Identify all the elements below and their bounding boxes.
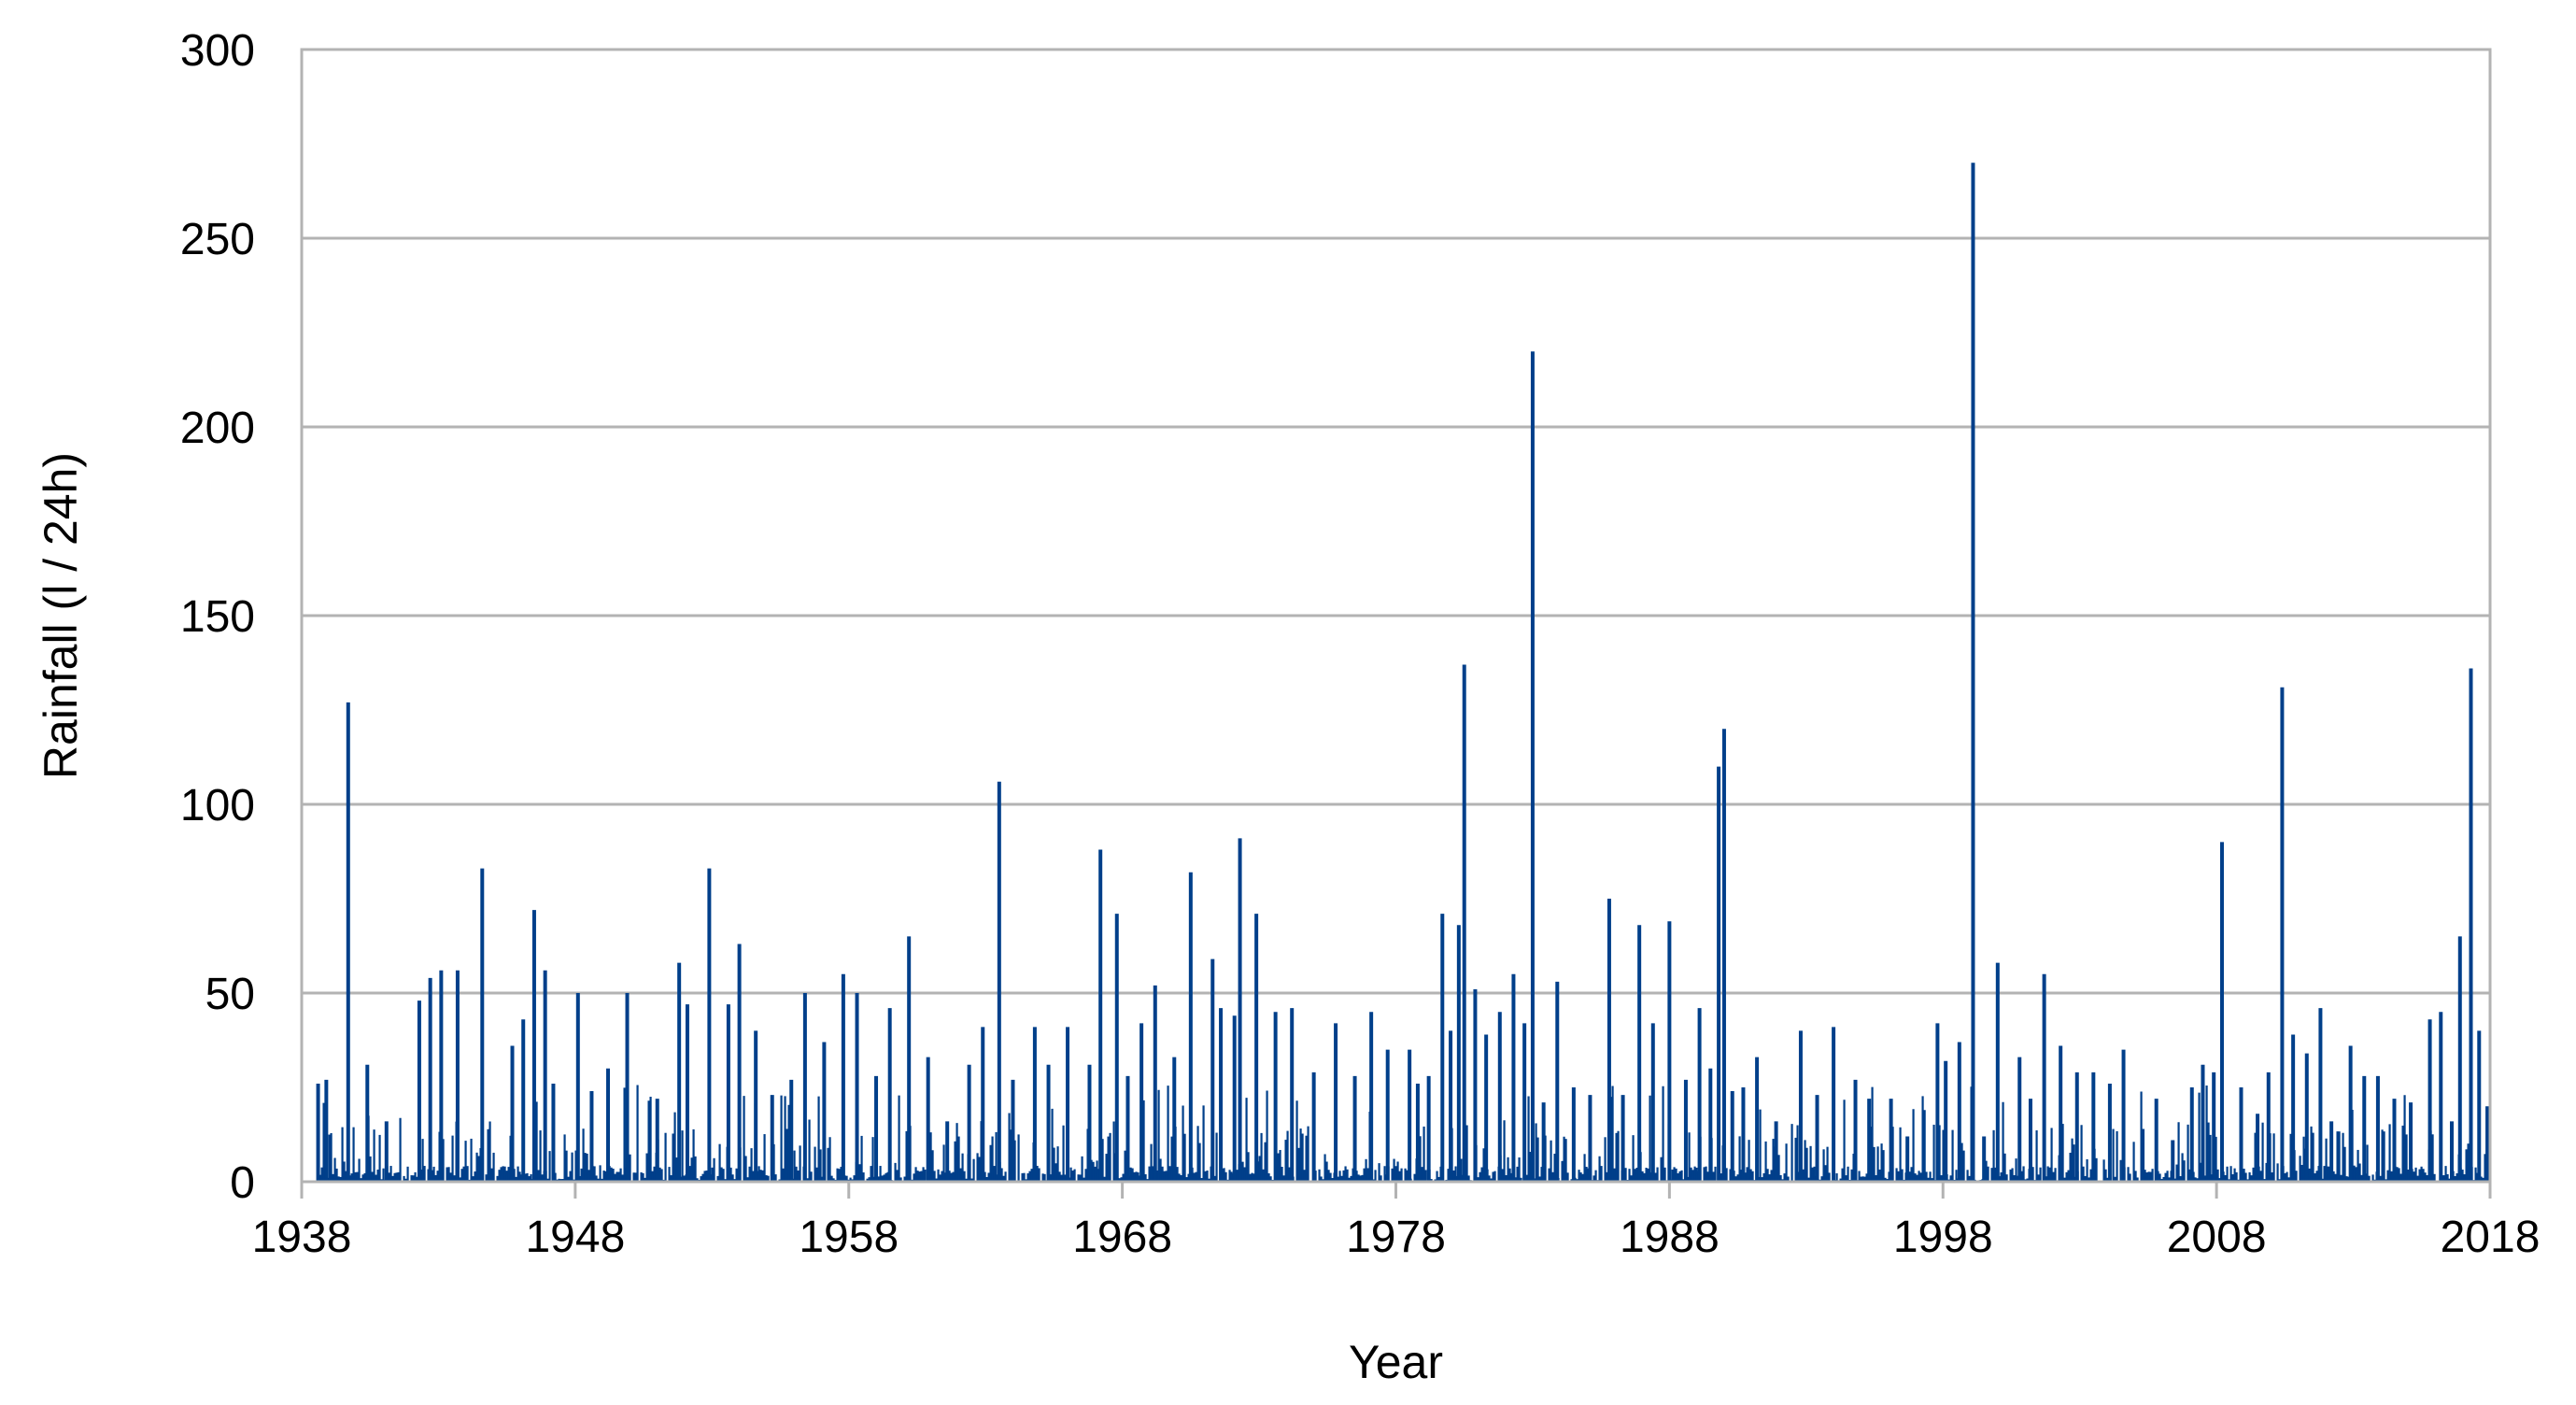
x-tick-label: 2008: [2167, 1213, 2267, 1262]
y-tick-label: 300: [180, 26, 255, 76]
x-tick-label: 2018: [2441, 1213, 2541, 1262]
x-tick-label: 1998: [1893, 1213, 1993, 1262]
y-tick-label: 100: [180, 781, 255, 830]
x-tick-label: 1948: [525, 1213, 625, 1262]
x-tick-label: 1988: [1620, 1213, 1720, 1262]
y-axis-ticks: 0 50 100 150 200 250 300: [180, 26, 255, 1208]
y-tick-label: 200: [180, 404, 255, 453]
gridlines: [302, 48, 2490, 1184]
x-axis-label: Year: [1349, 1336, 1443, 1388]
x-tick-label: 1958: [799, 1213, 899, 1262]
x-axis-ticks: 1938 1948 1958 1968 1978 1988 1998 2008 2018: [252, 1182, 2541, 1262]
x-tick-label: 1938: [252, 1213, 352, 1262]
x-tick-label: 1968: [1072, 1213, 1172, 1262]
baseline-rainfall-bars: [317, 1085, 2490, 1182]
y-tick-label: 0: [230, 1158, 255, 1208]
rainfall-bars: [316, 163, 2490, 1182]
x-tick-label: 1978: [1346, 1213, 1446, 1262]
y-tick-label: 250: [180, 215, 255, 264]
y-tick-label: 50: [205, 970, 255, 1019]
y-tick-label: 150: [180, 592, 255, 642]
y-axis-label: Rainfall (l / 24h): [35, 452, 87, 779]
